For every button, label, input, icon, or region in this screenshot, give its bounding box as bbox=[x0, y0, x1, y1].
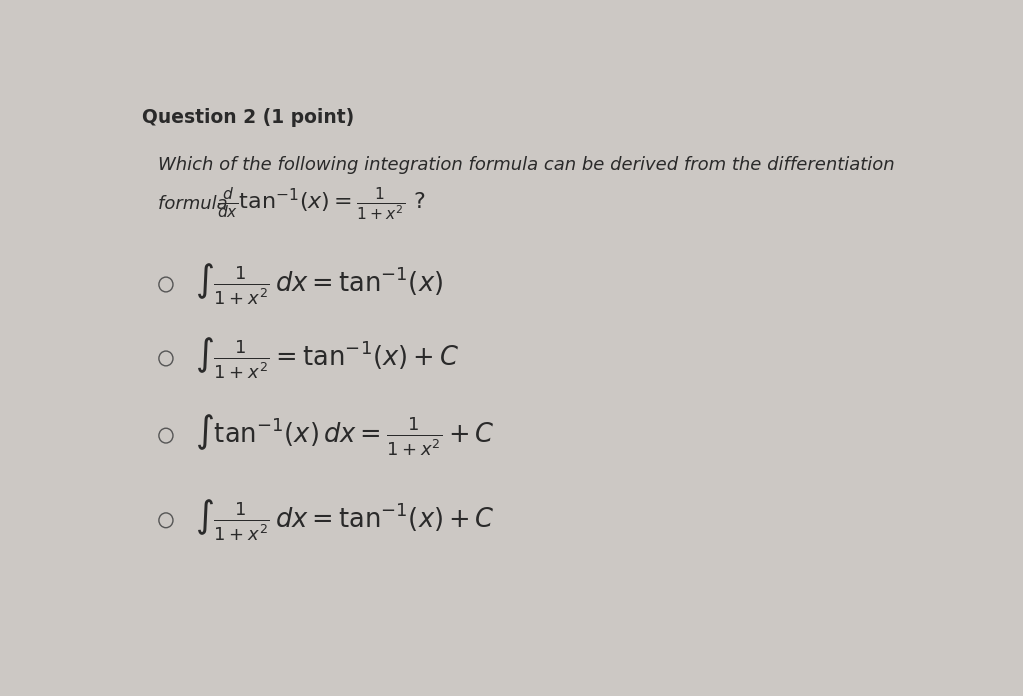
Text: formula: formula bbox=[158, 195, 233, 213]
Text: $\int \tan^{-1}\!\left(x\right)\,dx = \frac{1}{1+x^2} + C$: $\int \tan^{-1}\!\left(x\right)\,dx = \f… bbox=[195, 413, 495, 459]
Text: $\int \frac{1}{1+x^2}\,dx = \tan^{-1}\!\left(x\right)$: $\int \frac{1}{1+x^2}\,dx = \tan^{-1}\!\… bbox=[195, 262, 443, 307]
Text: Question 2 (1 point): Question 2 (1 point) bbox=[142, 108, 354, 127]
Text: $\int \frac{1}{1+x^2} = \tan^{-1}\!\left(x\right) + C$: $\int \frac{1}{1+x^2} = \tan^{-1}\!\left… bbox=[195, 335, 459, 381]
Text: $\int \frac{1}{1+x^2}\,dx = \tan^{-1}\!\left(x\right) + C$: $\int \frac{1}{1+x^2}\,dx = \tan^{-1}\!\… bbox=[195, 498, 495, 543]
Text: Which of the following integration formula can be derived from the differentiati: Which of the following integration formu… bbox=[158, 156, 895, 174]
Text: $\frac{d}{dx}\tan^{-1}\!\left(x\right) = \frac{1}{1+x^2}\ ?$: $\frac{d}{dx}\tan^{-1}\!\left(x\right) =… bbox=[217, 185, 426, 223]
